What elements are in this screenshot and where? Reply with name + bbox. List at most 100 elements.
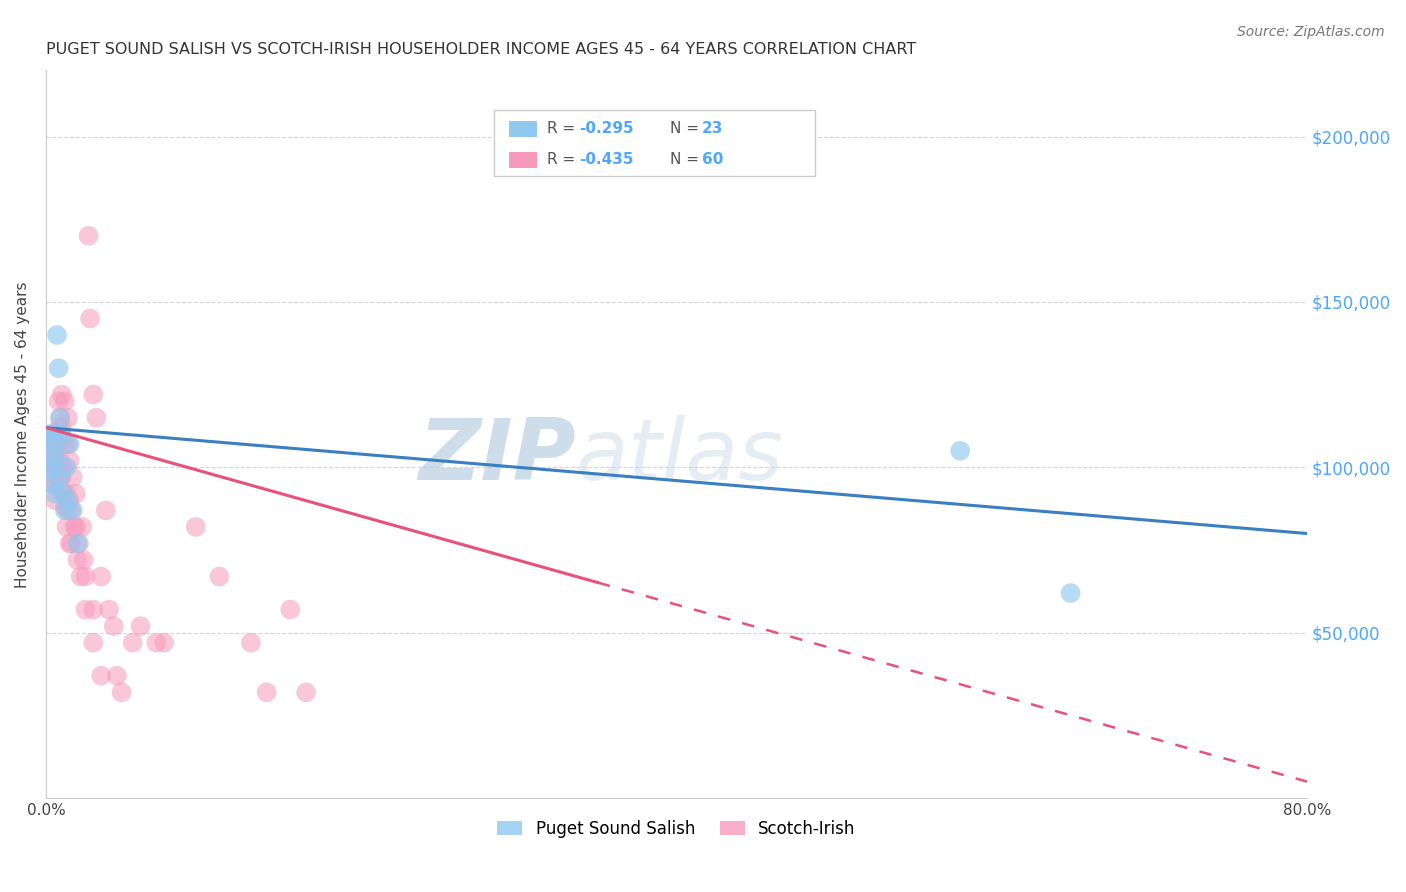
Point: [46, 460, 69, 475]
Point: [49, 410, 72, 425]
Text: R =: R =: [547, 121, 579, 136]
Point: [75, 602, 97, 616]
Point: [52, 487, 75, 501]
Point: [82, 635, 104, 649]
Point: [51, 387, 73, 401]
Point: [129, 619, 152, 633]
Point: [77, 228, 100, 243]
Point: [65, 487, 87, 501]
FancyBboxPatch shape: [509, 120, 537, 136]
Text: 23: 23: [702, 121, 723, 136]
Point: [67, 536, 90, 550]
Point: [949, 443, 972, 458]
Point: [56, 493, 79, 508]
Point: [44, 460, 66, 475]
Point: [73, 553, 96, 567]
Point: [56, 410, 79, 425]
Point: [52, 460, 75, 475]
Point: [53, 500, 76, 514]
Point: [86, 410, 108, 425]
Point: [63, 520, 86, 534]
Y-axis label: Householder Income Ages 45 - 64 years: Householder Income Ages 45 - 64 years: [15, 281, 30, 588]
Point: [1059, 586, 1081, 600]
Point: [42, 443, 65, 458]
Point: [65, 520, 87, 534]
Point: [184, 520, 207, 534]
Point: [111, 685, 134, 699]
Point: [49, 454, 72, 468]
Text: -0.435: -0.435: [579, 152, 634, 167]
Point: [59, 437, 82, 451]
Point: [90, 569, 112, 583]
Text: atlas: atlas: [575, 415, 783, 498]
Point: [59, 536, 82, 550]
Point: [51, 470, 73, 484]
Point: [41, 476, 63, 491]
FancyBboxPatch shape: [494, 111, 815, 176]
Point: [38, 434, 60, 448]
Point: [59, 454, 82, 468]
Point: [75, 569, 97, 583]
Point: [55, 520, 77, 534]
Text: N =: N =: [671, 152, 704, 167]
Point: [39, 434, 62, 448]
Point: [42, 427, 65, 442]
Legend: Puget Sound Salish, Scotch-Irish: Puget Sound Salish, Scotch-Irish: [491, 813, 862, 845]
Point: [56, 503, 79, 517]
Point: [48, 470, 70, 484]
FancyBboxPatch shape: [509, 152, 537, 168]
Point: [39, 434, 62, 448]
Point: [46, 437, 69, 451]
Point: [56, 437, 79, 451]
Point: [69, 569, 91, 583]
Point: [38, 427, 60, 442]
Point: [48, 361, 70, 376]
Point: [44, 487, 66, 501]
Point: [153, 635, 176, 649]
Point: [53, 437, 76, 451]
Point: [66, 553, 89, 567]
Text: N =: N =: [671, 121, 704, 136]
Point: [41, 476, 63, 491]
Point: [239, 635, 262, 649]
Text: -0.295: -0.295: [579, 121, 634, 136]
Point: [82, 387, 104, 401]
Point: [295, 685, 318, 699]
Point: [208, 569, 231, 583]
Text: R =: R =: [547, 152, 579, 167]
Point: [44, 450, 66, 465]
Text: 60: 60: [702, 152, 723, 167]
Point: [48, 394, 70, 409]
Point: [103, 619, 125, 633]
Point: [39, 460, 62, 475]
Point: [94, 503, 117, 517]
Point: [48, 420, 70, 434]
Point: [145, 635, 167, 649]
Text: ZIP: ZIP: [418, 415, 575, 498]
Point: [46, 328, 69, 343]
Point: [70, 520, 93, 534]
Point: [49, 470, 72, 484]
Point: [53, 503, 76, 517]
Point: [42, 450, 65, 465]
Point: [44, 476, 66, 491]
Point: [256, 685, 278, 699]
Point: [44, 493, 66, 508]
Point: [52, 487, 75, 501]
Point: [49, 434, 72, 448]
Point: [82, 602, 104, 616]
Point: [98, 602, 121, 616]
Point: [121, 635, 143, 649]
Point: [90, 669, 112, 683]
Point: [60, 503, 83, 517]
Point: [62, 470, 84, 484]
Point: [105, 669, 128, 683]
Point: [59, 493, 82, 508]
Point: [41, 460, 63, 475]
Text: Source: ZipAtlas.com: Source: ZipAtlas.com: [1237, 25, 1385, 39]
Point: [278, 602, 301, 616]
Point: [42, 427, 65, 442]
Point: [62, 503, 84, 517]
Point: [53, 394, 76, 409]
Point: [66, 536, 89, 550]
